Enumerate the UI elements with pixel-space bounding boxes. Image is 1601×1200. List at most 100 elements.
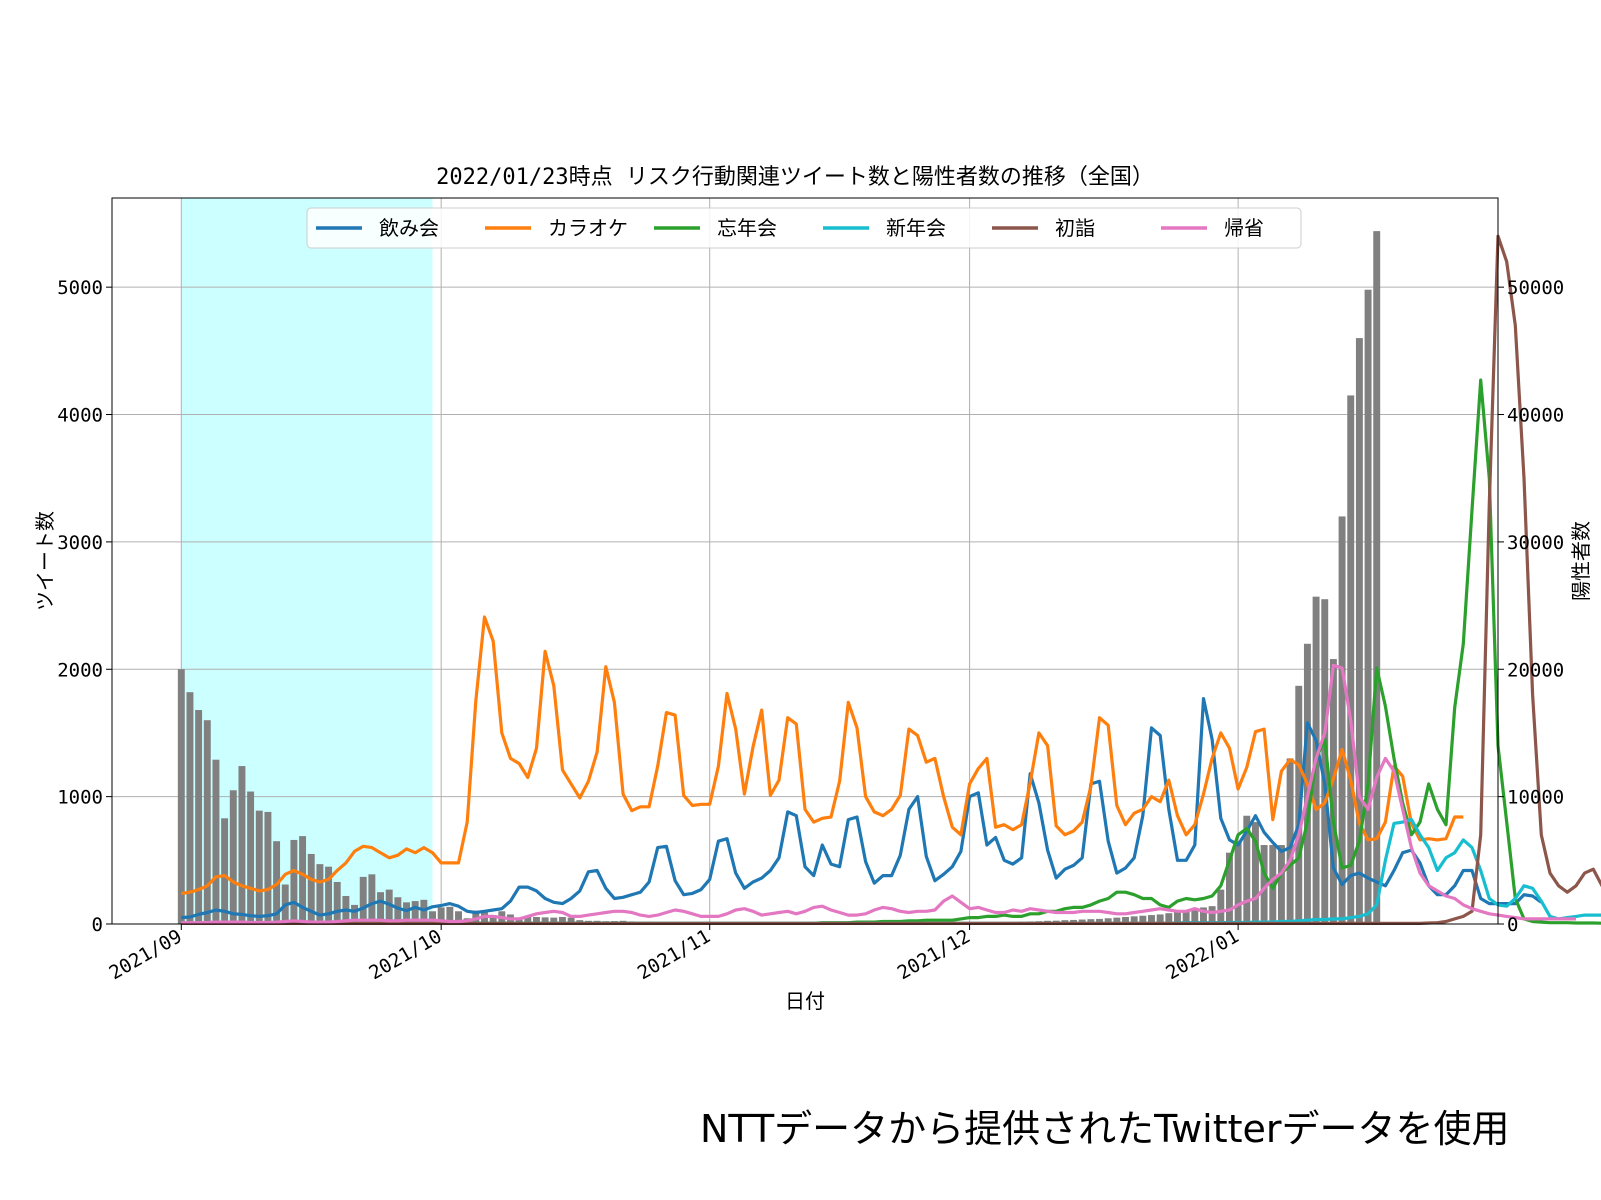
positives-bar <box>186 692 194 924</box>
y2-axis-label: 陽性者数 <box>1569 521 1593 601</box>
positives-bar <box>558 916 566 924</box>
positives-bar <box>1260 845 1268 924</box>
positives-bar <box>1096 918 1103 924</box>
legend-label: カラオケ <box>548 216 628 240</box>
positives-bar <box>550 917 558 924</box>
positives-bar <box>333 881 341 924</box>
y-axis-left: 0 1000 2000 3000 4000 5000 <box>57 277 112 936</box>
positives-bar <box>515 917 523 924</box>
positives-bar <box>524 916 532 924</box>
positives-bar <box>290 839 298 924</box>
x-tick-label: 2022/01 <box>1162 925 1242 984</box>
y2-tick-label: 40000 <box>1507 405 1564 427</box>
positives-bar <box>429 911 436 924</box>
positives-bar <box>567 917 575 924</box>
positives-bar <box>1113 917 1121 924</box>
y-axis-label: ツイート数 <box>33 511 57 611</box>
y-axis-right: 0 10000 20000 30000 40000 50000 <box>1498 277 1564 936</box>
x-axis: 2021/09 2021/10 2021/11 2021/12 2022/01 <box>105 924 1243 984</box>
positives-bar <box>532 916 540 924</box>
positives-bar <box>1182 911 1190 924</box>
positives-bar <box>1174 911 1181 924</box>
positives-bar <box>177 669 185 924</box>
positives-bar <box>1225 852 1233 924</box>
positives-bar <box>1329 659 1337 924</box>
positives-bar <box>325 866 333 924</box>
y-tick-label: 2000 <box>57 659 103 681</box>
positives-bar <box>1078 919 1086 924</box>
legend-box <box>306 207 1302 249</box>
positives-bar <box>1347 395 1355 925</box>
y2-tick-label: 50000 <box>1507 277 1564 299</box>
positives-bar <box>307 853 315 924</box>
positives-bar <box>1200 907 1207 924</box>
x-tick-label: 2021/12 <box>894 925 974 984</box>
y-tick-label: 5000 <box>57 277 103 299</box>
legend-label: 飲み会 <box>379 216 439 240</box>
positives-bar <box>1364 289 1372 924</box>
positives-bar <box>403 902 410 924</box>
y2-tick-label: 20000 <box>1507 659 1564 681</box>
positives-bar <box>351 904 359 924</box>
legend-label: 新年会 <box>886 216 946 240</box>
positives-bar <box>1165 913 1173 924</box>
positives-bar <box>455 911 462 924</box>
positives-bar <box>1321 599 1329 924</box>
y2-tick-label: 10000 <box>1507 787 1564 809</box>
positives-bar <box>203 720 211 924</box>
positives-bar <box>1130 916 1138 924</box>
positives-bar <box>411 901 419 924</box>
y-tick-label: 0 <box>92 914 103 936</box>
positives-bar <box>1148 915 1155 924</box>
positives-bar <box>1122 916 1129 924</box>
series-line-初詣 <box>181 234 1601 926</box>
positives-bar <box>1338 516 1346 924</box>
positives-bar <box>1373 231 1381 924</box>
y2-tick-label: 0 <box>1507 914 1518 936</box>
positives-bar <box>1234 841 1242 924</box>
legend-label: 忘年会 <box>717 216 777 240</box>
y-tick-label: 4000 <box>57 405 103 427</box>
positives-bar <box>359 876 367 924</box>
positives-bar <box>1191 908 1199 924</box>
positives-bar <box>1139 915 1147 924</box>
y-tick-label: 1000 <box>57 787 103 809</box>
y-tick-label: 3000 <box>57 532 103 554</box>
positives-bar <box>1156 914 1164 924</box>
x-tick-label: 2021/09 <box>105 925 185 984</box>
tweet-lines <box>181 234 1601 926</box>
positives-bar <box>316 864 324 924</box>
positives-bar <box>221 818 229 924</box>
series-line-カラオケ <box>181 615 1464 895</box>
positives-bar <box>489 915 497 924</box>
x-axis-label: 日付 <box>785 989 825 1013</box>
series-line-飲み会 <box>181 696 1543 920</box>
series-line-帰省 <box>181 663 1576 925</box>
legend: 飲み会 カラオケ 忘年会 新年会 初詣 帰省 <box>306 207 1302 249</box>
positives-bar <box>1286 758 1294 924</box>
positives-bar <box>1243 815 1251 924</box>
y2-tick-label: 30000 <box>1507 532 1564 554</box>
positives-bar <box>255 810 263 924</box>
positives-bar <box>541 917 549 924</box>
positives-bar <box>247 791 255 924</box>
legend-label: 帰省 <box>1224 216 1264 240</box>
positives-bar <box>1277 845 1285 924</box>
positives-bar <box>212 759 220 924</box>
positives-bar <box>377 892 385 924</box>
data-source-caption: NTTデータから提供されたTwitterデータを使用 <box>700 1107 1510 1151</box>
positives-bar <box>1295 685 1303 924</box>
positives-bar <box>420 899 428 924</box>
chart-title: 2022/01/23時点 リスク行動関連ツイート数と陽性者数の推移（全国） <box>436 165 1154 190</box>
positives-bar <box>1104 918 1112 924</box>
positives-bar <box>1355 338 1363 925</box>
plot-frame <box>111 197 1499 925</box>
grid <box>112 198 1498 925</box>
positives-bar <box>229 790 237 924</box>
x-tick-label: 2021/11 <box>634 925 714 984</box>
positives-bar <box>446 906 454 924</box>
positives-bar <box>264 811 272 924</box>
positives-bar <box>1087 919 1095 924</box>
positives-bar <box>195 710 203 924</box>
positives-bar <box>437 907 445 924</box>
